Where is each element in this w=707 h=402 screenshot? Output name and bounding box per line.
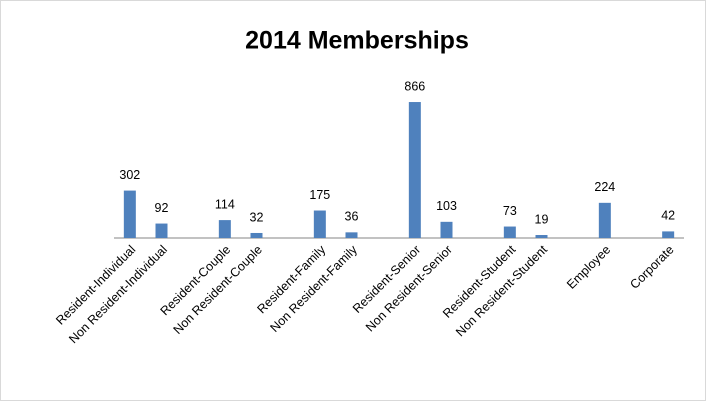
data-label: 866 — [404, 79, 425, 93]
data-label: 224 — [594, 180, 615, 194]
bar — [123, 190, 136, 238]
data-label: 302 — [119, 168, 140, 182]
data-label: 175 — [309, 188, 330, 202]
bar — [662, 231, 675, 238]
data-label: 103 — [436, 199, 457, 213]
data-label: 36 — [345, 210, 359, 224]
bar — [503, 226, 516, 238]
data-label: 32 — [250, 210, 264, 224]
bar — [218, 220, 231, 238]
data-label: 42 — [661, 209, 675, 223]
bar — [155, 223, 168, 238]
bar — [598, 202, 611, 238]
bar — [313, 210, 326, 238]
data-label: 114 — [215, 197, 235, 211]
data-label: 92 — [155, 201, 169, 215]
chart-title: 2014 Memberships — [245, 27, 469, 55]
data-label: 19 — [535, 212, 549, 226]
bar — [440, 221, 453, 238]
bar — [408, 102, 421, 239]
bar — [250, 232, 263, 238]
bar — [535, 235, 548, 238]
data-label: 73 — [503, 204, 517, 218]
bar — [345, 232, 358, 238]
